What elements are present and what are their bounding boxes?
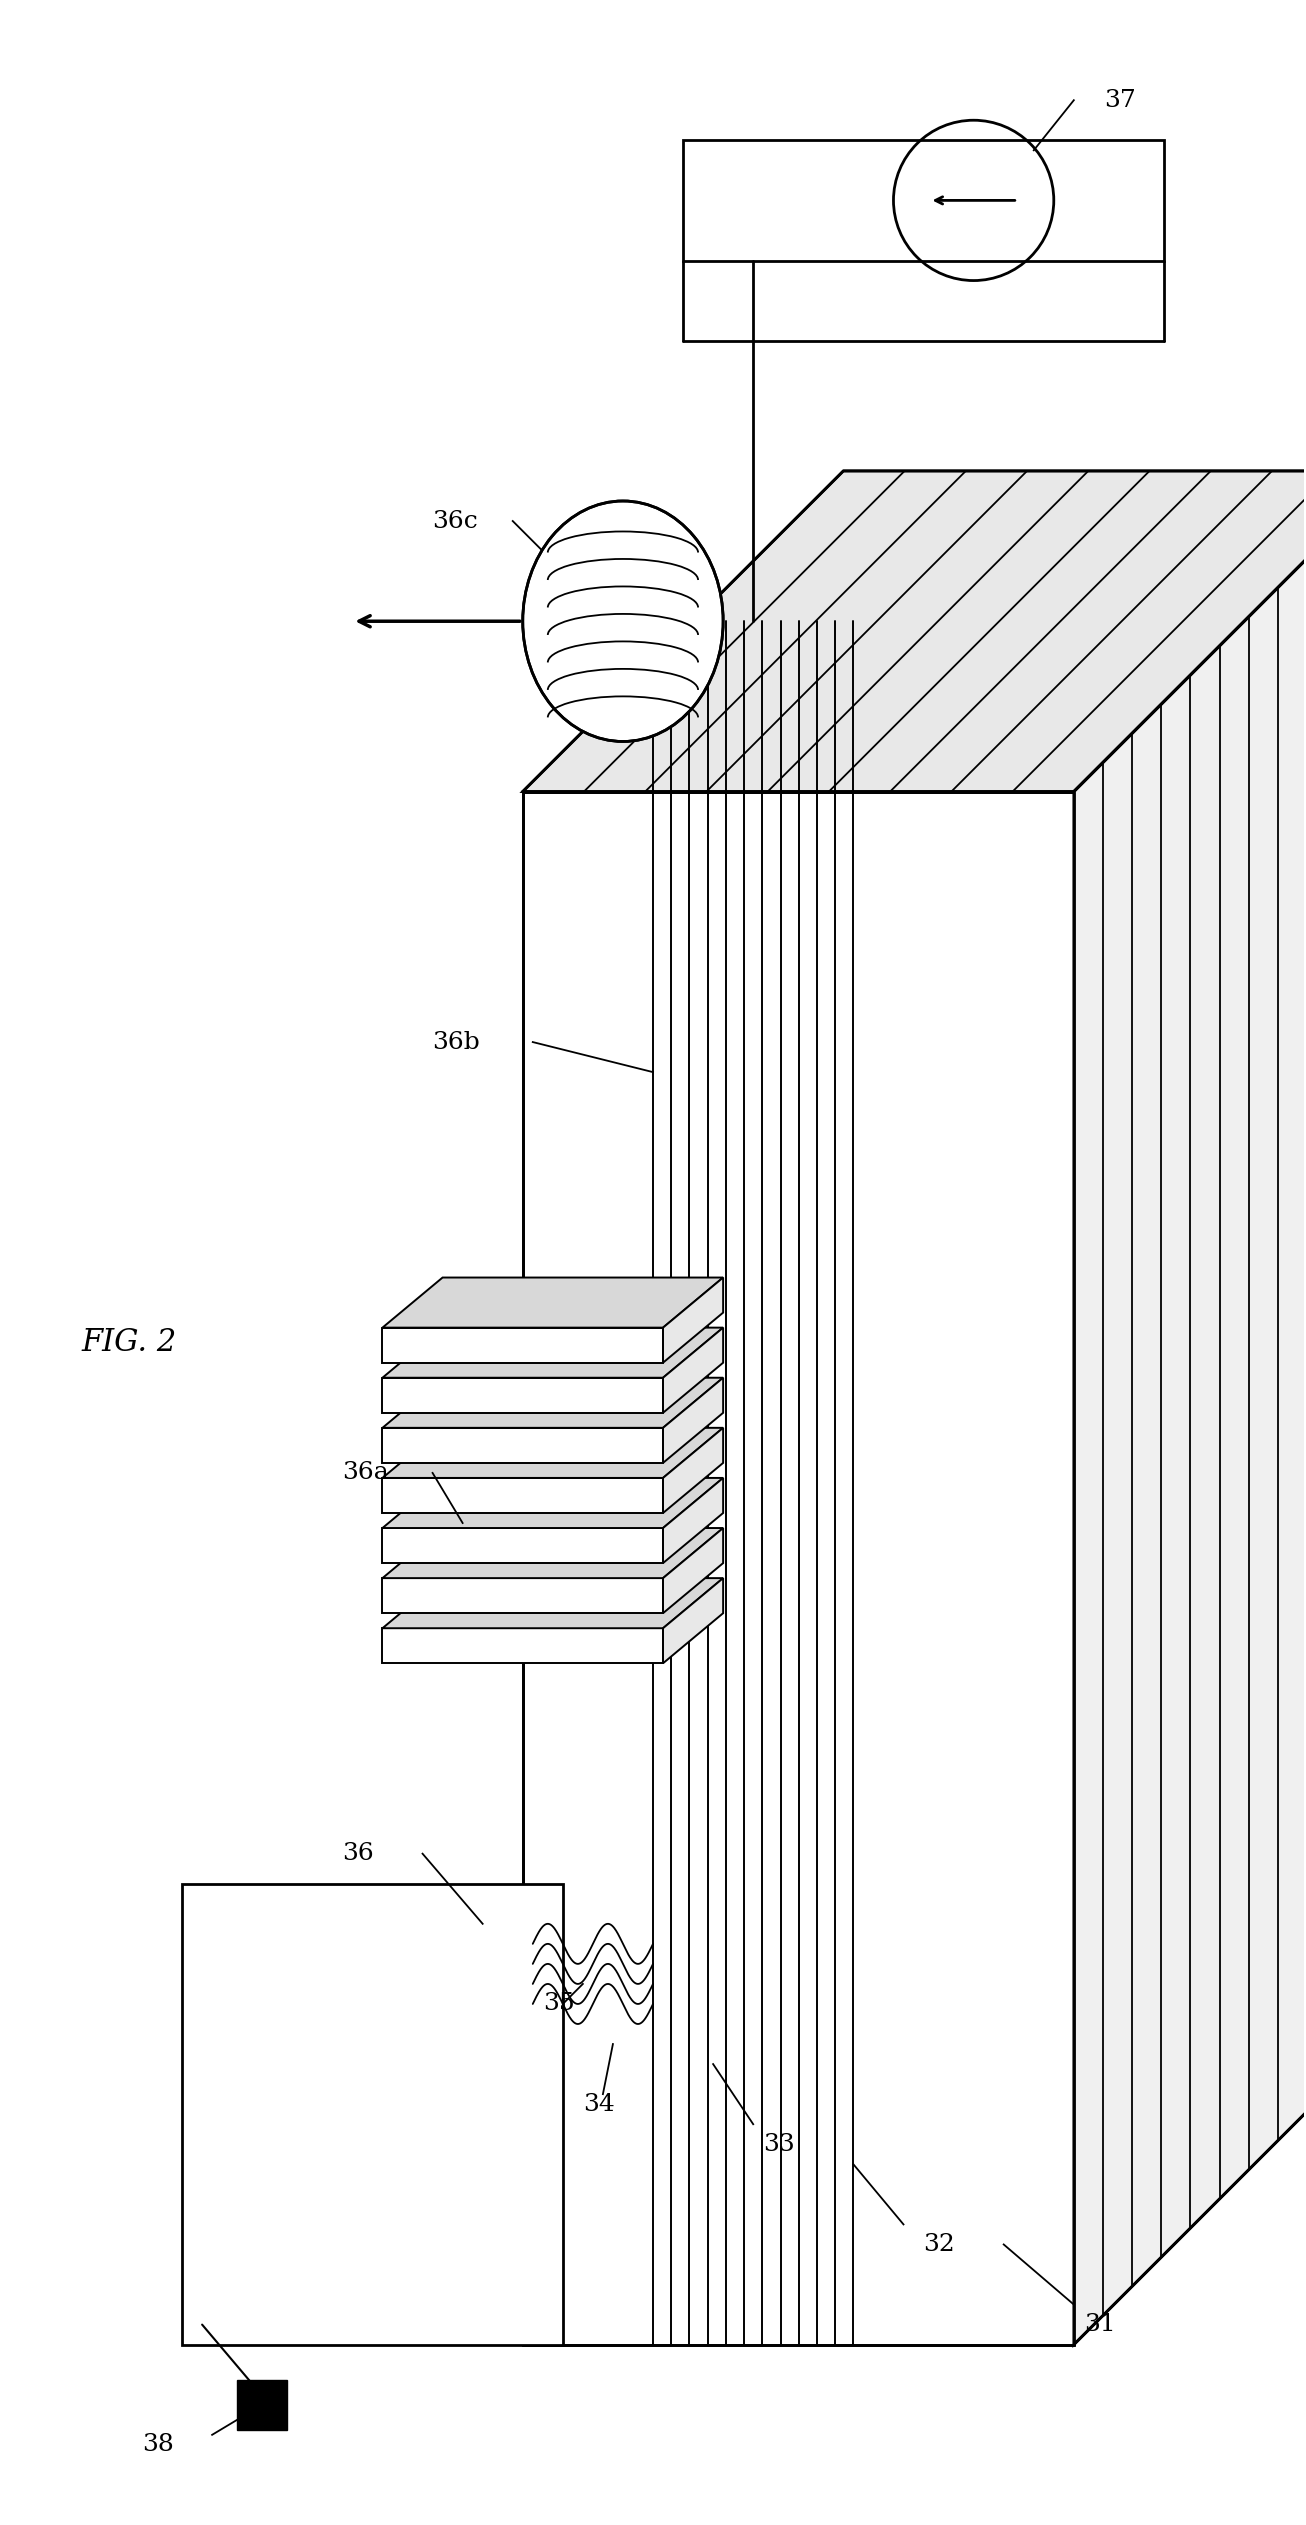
Polygon shape	[663, 1427, 724, 1512]
Polygon shape	[383, 1328, 724, 1379]
Polygon shape	[663, 1379, 724, 1462]
Text: 38: 38	[142, 2434, 174, 2457]
Polygon shape	[663, 1528, 724, 1613]
Polygon shape	[663, 1477, 724, 1563]
Text: 36b: 36b	[432, 1030, 481, 1053]
Text: 33: 33	[763, 2134, 795, 2156]
Text: FIG. 2: FIG. 2	[82, 1328, 178, 1358]
Text: 37: 37	[1104, 88, 1136, 111]
Polygon shape	[383, 1379, 724, 1427]
Polygon shape	[182, 1884, 563, 2346]
Bar	[238, 2379, 287, 2429]
Text: 36a: 36a	[342, 1462, 389, 1485]
Text: 32: 32	[923, 2232, 955, 2255]
Text: 35: 35	[543, 1992, 575, 2015]
Polygon shape	[383, 1278, 724, 1328]
Polygon shape	[383, 1629, 663, 1664]
Text: 36c: 36c	[432, 510, 478, 533]
Polygon shape	[383, 1427, 724, 1477]
Text: 34: 34	[582, 2093, 615, 2116]
Ellipse shape	[522, 500, 724, 742]
Polygon shape	[383, 1427, 663, 1462]
Polygon shape	[383, 1578, 663, 1613]
Polygon shape	[383, 1528, 724, 1578]
Polygon shape	[683, 141, 1164, 260]
Polygon shape	[383, 1477, 663, 1512]
Polygon shape	[383, 1477, 724, 1528]
Polygon shape	[663, 1278, 724, 1364]
Text: 36: 36	[342, 1843, 374, 1866]
Polygon shape	[1074, 472, 1306, 2346]
Polygon shape	[663, 1328, 724, 1414]
Text: 31: 31	[1084, 2313, 1115, 2336]
Polygon shape	[383, 1379, 663, 1414]
Polygon shape	[383, 1528, 663, 1563]
Polygon shape	[383, 1328, 663, 1364]
Polygon shape	[663, 1578, 724, 1664]
Polygon shape	[383, 1578, 724, 1629]
Polygon shape	[522, 472, 1306, 790]
Polygon shape	[522, 790, 1074, 2346]
